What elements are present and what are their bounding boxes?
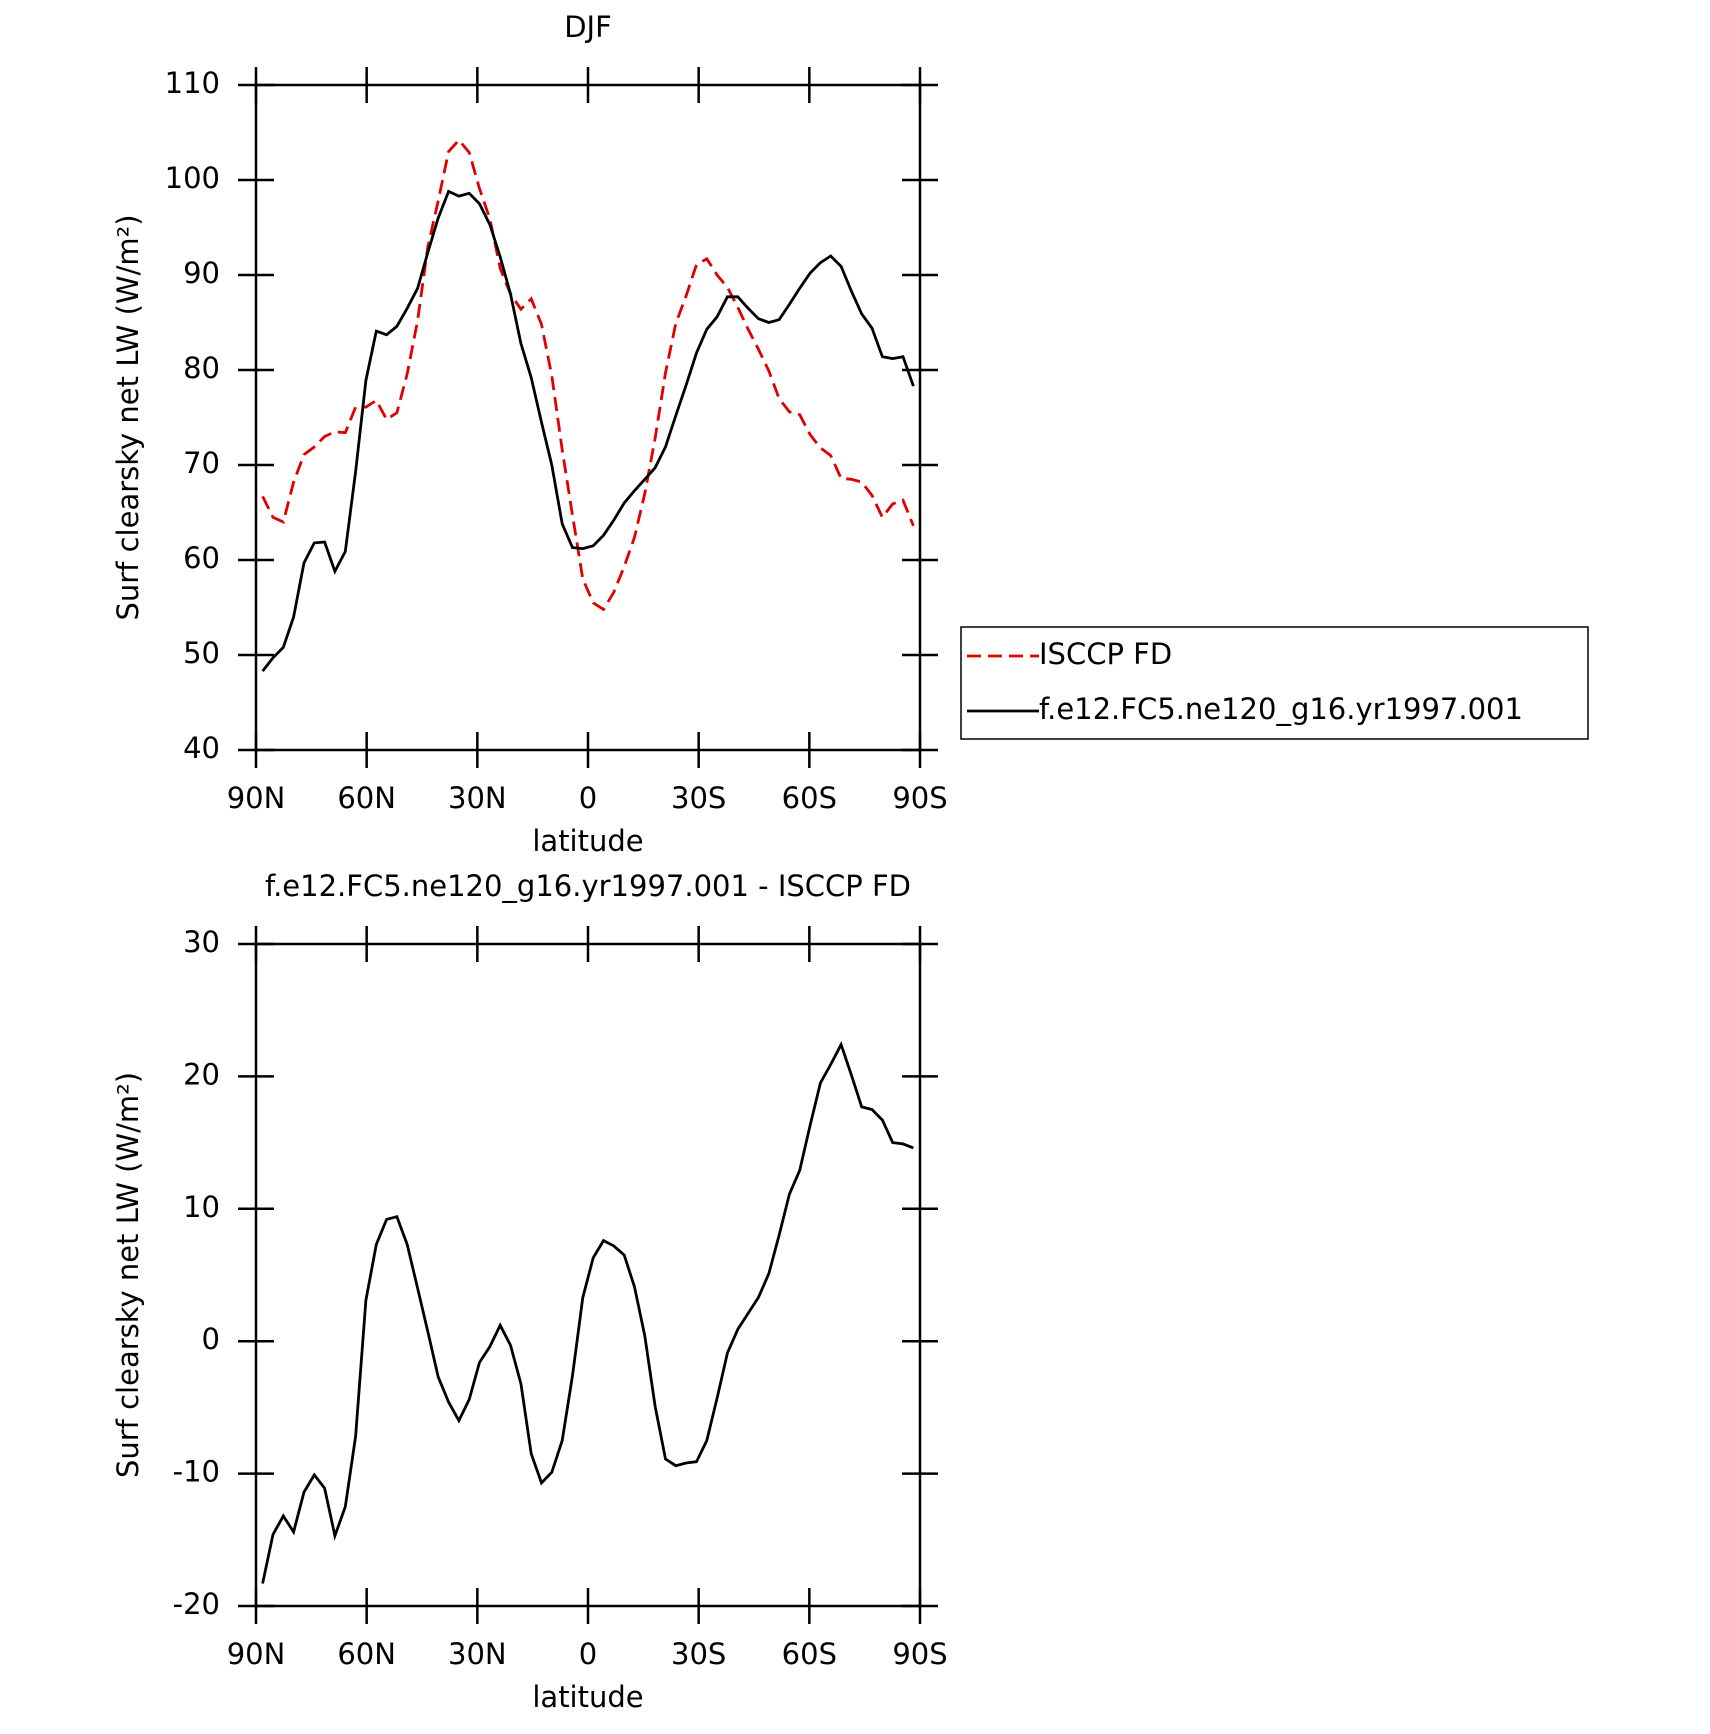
legend-label: ISCCP FD <box>1039 637 1172 671</box>
x-axis-label: latitude <box>532 1680 643 1714</box>
x-tick-label: 90N <box>227 781 286 815</box>
y-tick-label: -10 <box>173 1455 220 1489</box>
x-tick-label: 30N <box>448 1637 507 1671</box>
y-tick-label: -20 <box>173 1587 220 1621</box>
data-line <box>261 189 915 672</box>
y-tick-label: 60 <box>183 541 220 575</box>
x-tick-label: 0 <box>579 781 597 815</box>
x-axis-label: latitude <box>532 824 643 858</box>
y-tick-label: 80 <box>183 351 220 385</box>
x-tick-label: 0 <box>579 1637 597 1671</box>
x-tick-label: 90S <box>892 1637 947 1671</box>
chart-title: f.e12.FC5.ne120_g16.yr1997.001 - ISCCP F… <box>265 869 911 903</box>
x-tick-label: 30S <box>671 781 726 815</box>
x-tick-label: 60S <box>782 1637 837 1671</box>
y-tick-label: 40 <box>183 731 220 765</box>
chart-title: DJF <box>564 10 612 44</box>
y-tick-label: 0 <box>202 1322 220 1356</box>
y-axis-label: Surf clearsky net LW (W/m²) <box>111 214 145 620</box>
x-tick-label: 90N <box>227 1637 286 1671</box>
y-tick-label: 90 <box>183 256 220 290</box>
y-tick-label: 10 <box>183 1190 220 1224</box>
data-line <box>261 137 915 612</box>
y-axis-label: Surf clearsky net LW (W/m²) <box>111 1072 145 1478</box>
x-tick-label: 60N <box>337 781 396 815</box>
legend-label: f.e12.FC5.ne120_g16.yr1997.001 <box>1039 692 1523 726</box>
x-tick-label: 30S <box>671 1637 726 1671</box>
y-tick-label: 70 <box>183 446 220 480</box>
y-tick-label: 20 <box>183 1057 220 1091</box>
plot-frame <box>254 942 922 1608</box>
x-tick-label: 60N <box>337 1637 396 1671</box>
y-tick-label: 50 <box>183 636 220 670</box>
x-tick-label: 30N <box>448 781 507 815</box>
x-tick-label: 60S <box>782 781 837 815</box>
x-tick-label: 90S <box>892 781 947 815</box>
data-line <box>261 1041 914 1584</box>
y-tick-label: 30 <box>183 925 220 959</box>
y-tick-label: 100 <box>165 161 220 195</box>
plot-frame <box>254 83 922 752</box>
legend-box <box>960 626 1589 740</box>
y-tick-label: 110 <box>165 66 220 100</box>
